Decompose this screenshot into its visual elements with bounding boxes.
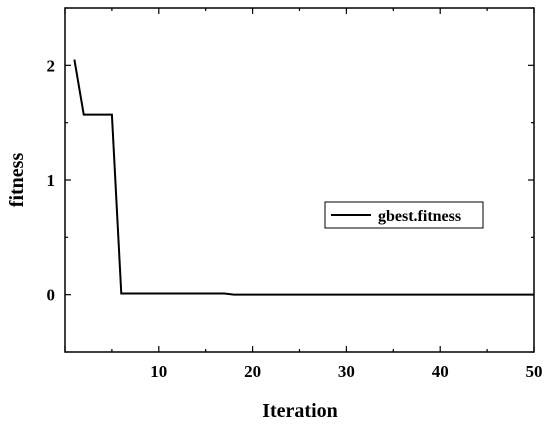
y-tick-label: 1 <box>47 171 56 190</box>
x-tick-label: 40 <box>432 362 449 381</box>
x-axis-title: Iteration <box>262 400 338 422</box>
x-tick-label: 30 <box>338 362 355 381</box>
x-tick-label: 20 <box>244 362 261 381</box>
legend: gbest.fitness <box>324 201 484 229</box>
y-tick-label: 0 <box>47 286 56 305</box>
legend-label: gbest.fitness <box>378 208 461 225</box>
y-tick-label: 2 <box>47 56 56 75</box>
x-tick-label: 10 <box>150 362 167 381</box>
y-axis-title: fitness <box>6 153 28 208</box>
series-line-gbest-fitness <box>73 59 534 296</box>
x-tick-label: 50 <box>526 362 543 381</box>
plot-frame <box>64 7 535 353</box>
